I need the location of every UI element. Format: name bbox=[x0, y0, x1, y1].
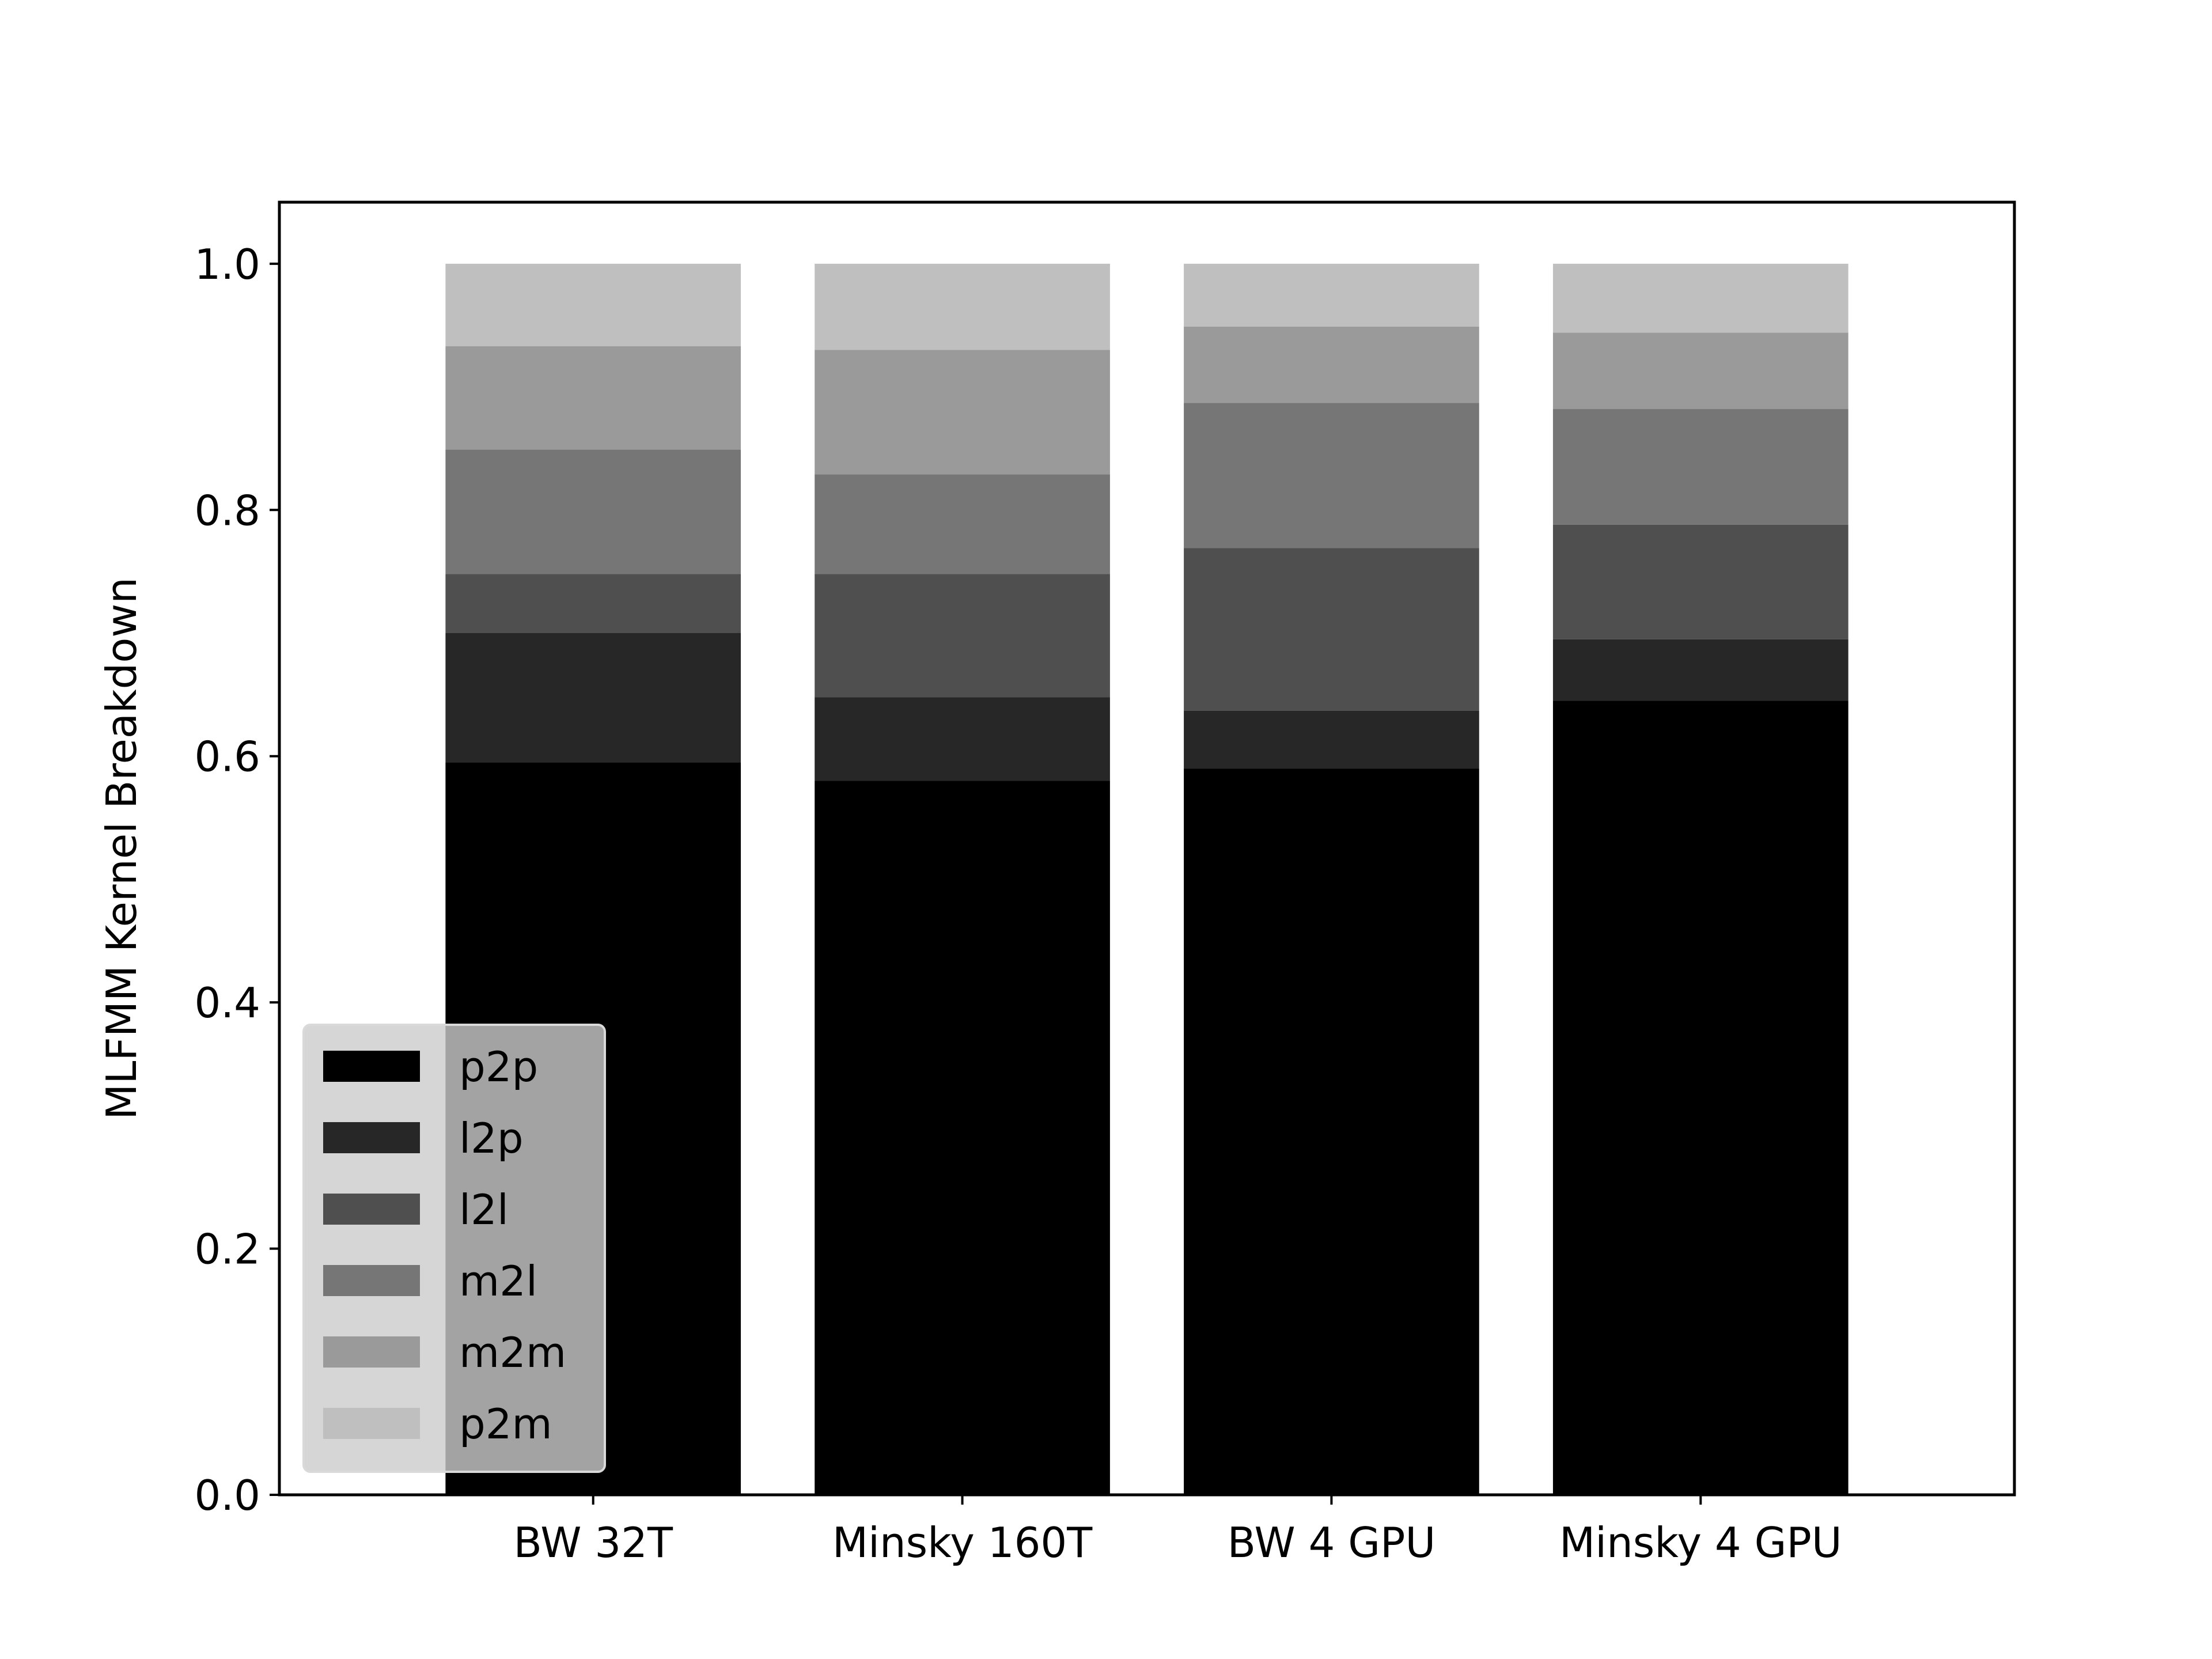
legend-box bbox=[302, 1024, 606, 1473]
x-tick-label: BW 32T bbox=[513, 1518, 673, 1567]
legend-label-m2m: m2m bbox=[459, 1328, 566, 1377]
legend-swatch-p2m bbox=[323, 1408, 420, 1439]
y-tick-label: 0.6 bbox=[194, 733, 260, 781]
bar-m2l-2 bbox=[815, 474, 1110, 574]
y-tick-label: 0.0 bbox=[194, 1471, 260, 1520]
bar-l2p-3 bbox=[1184, 710, 1479, 769]
bar-l2l-4 bbox=[1552, 524, 1849, 639]
x-tick-label: Minsky 4 GPU bbox=[1559, 1518, 1842, 1567]
legend-label-p2m: p2m bbox=[459, 1400, 552, 1448]
bar-l2l-1 bbox=[445, 574, 741, 633]
legend-swatch-m2l bbox=[323, 1265, 420, 1296]
y-axis: 0.0 0.2 0.4 0.6 0.8 1.0 bbox=[194, 240, 279, 1520]
bar-p2p-3 bbox=[1184, 768, 1479, 1495]
bar-l2p-1 bbox=[445, 633, 741, 763]
y-tick-label: 1.0 bbox=[194, 240, 260, 289]
bar-p2m-3 bbox=[1184, 263, 1479, 327]
bar-p2p-4 bbox=[1552, 700, 1849, 1495]
legend: p2p l2p l2l m2l m2m p2m bbox=[302, 1024, 606, 1473]
bar-m2m-4 bbox=[1552, 332, 1849, 410]
bar-m2l-3 bbox=[1184, 403, 1479, 548]
bar-p2m-4 bbox=[1552, 263, 1849, 333]
bar-m2l-1 bbox=[445, 449, 741, 574]
y-tick-label: 0.2 bbox=[194, 1225, 260, 1274]
bar-p2m-1 bbox=[445, 263, 741, 347]
bar-l2p-2 bbox=[815, 697, 1110, 781]
bar-l2p-4 bbox=[1552, 639, 1849, 701]
legend-swatch-p2p bbox=[323, 1051, 420, 1082]
plot-frame bbox=[278, 200, 2016, 1497]
y-tick-label: 0.4 bbox=[194, 979, 260, 1027]
y-axis-label: MLFMM Kernel Breakdown bbox=[97, 577, 146, 1120]
legend-swatch-m2m bbox=[323, 1336, 420, 1368]
legend-swatch-l2l bbox=[323, 1194, 420, 1225]
bar-l2l-3 bbox=[1184, 548, 1479, 711]
legend-label-m2l: m2l bbox=[459, 1257, 537, 1305]
x-tick-label: BW 4 GPU bbox=[1228, 1518, 1436, 1567]
legend-label-l2l: l2l bbox=[459, 1185, 509, 1234]
y-tick-label: 0.8 bbox=[194, 486, 260, 535]
bar-m2m-2 bbox=[815, 350, 1110, 475]
legend-label-p2p: p2p bbox=[459, 1043, 538, 1091]
bar-p2p-2 bbox=[815, 781, 1110, 1495]
x-tick-label: Minsky 160T bbox=[832, 1518, 1093, 1567]
bar-l2l-2 bbox=[815, 574, 1110, 698]
bar-m2m-3 bbox=[1184, 326, 1479, 403]
x-axis: BW 32T Minsky 160T BW 4 GPU Minsky 4 GPU bbox=[513, 1495, 1842, 1567]
legend-swatch-l2p bbox=[323, 1122, 420, 1153]
bars-layer bbox=[445, 263, 1849, 1495]
bar-p2m-2 bbox=[815, 263, 1110, 350]
bar-m2m-1 bbox=[445, 346, 741, 450]
legend-label-l2p: l2p bbox=[459, 1114, 524, 1162]
bar-m2l-4 bbox=[1552, 409, 1849, 525]
